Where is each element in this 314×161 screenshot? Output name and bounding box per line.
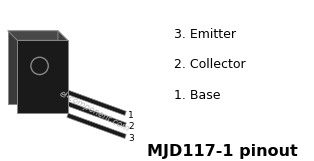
Text: 2: 2 [128, 122, 134, 131]
Text: el-component.com: el-component.com [57, 89, 131, 134]
Polygon shape [8, 31, 68, 40]
Text: 3: 3 [128, 134, 134, 143]
Text: 1. Base: 1. Base [174, 89, 221, 102]
Text: 2. Collector: 2. Collector [174, 58, 246, 71]
Text: 1: 1 [128, 111, 134, 120]
Polygon shape [8, 31, 58, 104]
Text: MJD117-1 pinout: MJD117-1 pinout [147, 144, 298, 159]
Polygon shape [58, 31, 68, 113]
Text: 3. Emitter: 3. Emitter [174, 28, 236, 41]
Polygon shape [67, 113, 126, 138]
Polygon shape [17, 40, 68, 113]
Polygon shape [67, 90, 126, 115]
Polygon shape [67, 102, 126, 127]
